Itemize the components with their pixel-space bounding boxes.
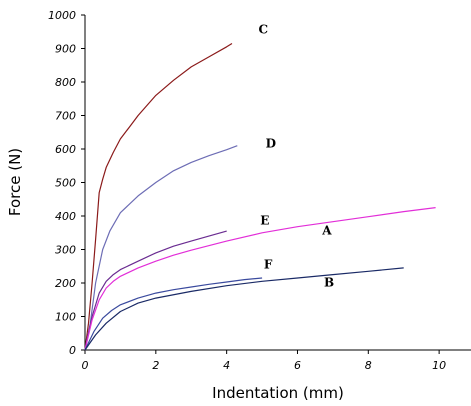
y-tick-label: 200 [55,277,76,290]
x-axis-ticks: 0 2 4 6 8 10 [82,350,446,372]
x-tick-label: 0 [82,359,89,372]
y-tick-label: 400 [55,210,76,223]
y-tick-label: 800 [55,76,76,89]
y-tick-label: 500 [55,177,76,190]
y-axis-ticks: 0 100 200 300 400 500 600 700 800 900 1000 [48,9,85,357]
x-tick-label: 4 [223,359,230,372]
series-line-d [84,145,238,351]
axes: 0 100 200 300 400 500 600 700 800 900 1000 0 2 4 6 8 10 [48,9,471,372]
series-labels: C D E A F B [259,22,335,289]
y-tick-label: 700 [55,110,76,123]
y-tick-label: 300 [55,244,76,257]
series-label-e: E [260,213,269,227]
series-line-f [84,277,263,351]
series-line-a [84,207,436,351]
series-line-c [84,42,233,351]
series-label-b: B [324,275,334,289]
y-tick-label: 600 [55,143,76,156]
x-axis-title: Indentation (mm) [212,384,344,402]
y-tick-label: 100 [55,311,76,324]
x-tick-label: 2 [152,359,159,372]
series-label-f: F [264,258,273,272]
x-tick-label: 10 [432,359,446,372]
x-tick-label: 6 [294,359,301,372]
series-label-d: D [266,136,276,150]
series-line-e [84,230,227,351]
series-label-a: A [321,223,332,237]
y-axis-title: Force (N) [6,148,24,216]
x-tick-label: 8 [365,359,372,372]
series-lines [84,42,436,351]
series-label-c: C [259,22,269,36]
y-tick-label: 0 [69,344,76,357]
y-tick-label: 900 [55,43,76,56]
y-tick-label: 1000 [48,9,76,22]
series-line-b [84,267,404,351]
